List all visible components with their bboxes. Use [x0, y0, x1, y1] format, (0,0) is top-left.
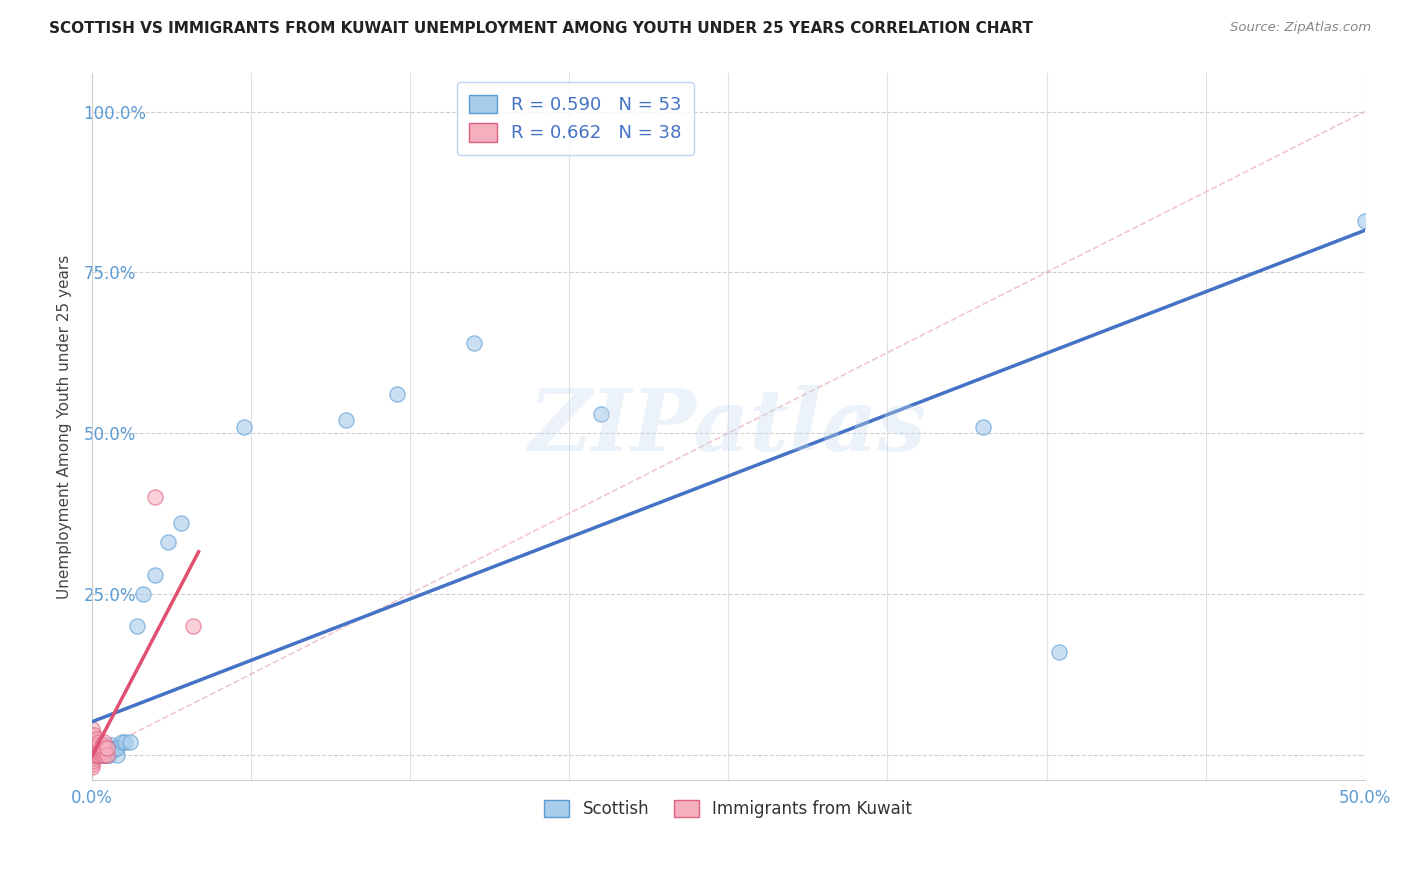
Point — [86, 741, 108, 756]
Point — [86, 747, 108, 762]
Legend: Scottish, Immigrants from Kuwait: Scottish, Immigrants from Kuwait — [537, 794, 920, 825]
Point — [83, 735, 105, 749]
Point — [101, 744, 124, 758]
Point — [103, 741, 125, 756]
Point — [90, 738, 112, 752]
Point — [80, 747, 103, 762]
Point — [83, 738, 105, 752]
Point — [127, 619, 149, 633]
Text: SCOTTISH VS IMMIGRANTS FROM KUWAIT UNEMPLOYMENT AMONG YOUTH UNDER 25 YEARS CORRE: SCOTTISH VS IMMIGRANTS FROM KUWAIT UNEMP… — [49, 21, 1033, 36]
Point — [89, 744, 111, 758]
Point — [589, 407, 612, 421]
Point — [1354, 214, 1376, 228]
Point — [93, 741, 115, 756]
Point — [105, 741, 128, 756]
Point — [80, 728, 103, 742]
Point — [80, 741, 103, 756]
Point — [93, 741, 115, 756]
Point — [83, 738, 105, 752]
Point — [93, 747, 115, 762]
Point — [86, 747, 108, 762]
Point — [335, 413, 357, 427]
Point — [80, 735, 103, 749]
Point — [114, 735, 136, 749]
Point — [96, 741, 118, 756]
Point — [86, 744, 108, 758]
Point — [96, 747, 118, 762]
Y-axis label: Unemployment Among Youth under 25 years: Unemployment Among Youth under 25 years — [58, 254, 72, 599]
Point — [80, 747, 103, 762]
Point — [80, 760, 103, 774]
Point — [131, 587, 153, 601]
Point — [80, 741, 103, 756]
Point — [80, 754, 103, 768]
Point — [233, 419, 256, 434]
Point — [98, 741, 121, 756]
Point — [86, 747, 108, 762]
Point — [86, 738, 108, 752]
Point — [96, 741, 118, 756]
Point — [89, 738, 111, 752]
Point — [90, 738, 112, 752]
Point — [111, 735, 134, 749]
Point — [143, 491, 166, 505]
Point — [80, 747, 103, 762]
Point — [156, 535, 179, 549]
Point — [83, 747, 105, 762]
Point — [463, 336, 485, 351]
Point — [93, 747, 115, 762]
Text: Source: ZipAtlas.com: Source: ZipAtlas.com — [1230, 21, 1371, 34]
Point — [90, 747, 112, 762]
Point — [86, 731, 108, 746]
Point — [89, 735, 111, 749]
Point — [93, 738, 115, 752]
Point — [86, 738, 108, 752]
Point — [80, 735, 103, 749]
Point — [80, 751, 103, 765]
Point — [83, 735, 105, 749]
Point — [89, 738, 111, 752]
Point — [93, 747, 115, 762]
Point — [170, 516, 193, 530]
Point — [80, 738, 103, 752]
Point — [80, 722, 103, 736]
Point — [143, 567, 166, 582]
Point — [89, 747, 111, 762]
Point — [83, 747, 105, 762]
Point — [89, 741, 111, 756]
Point — [972, 419, 994, 434]
Text: ZIPatlas: ZIPatlas — [529, 384, 928, 468]
Point — [80, 744, 103, 758]
Point — [90, 747, 112, 762]
Point — [83, 744, 105, 758]
Point — [93, 744, 115, 758]
Point — [80, 757, 103, 772]
Point — [83, 728, 105, 742]
Point — [80, 731, 103, 746]
Point — [96, 747, 118, 762]
Point — [89, 747, 111, 762]
Point — [80, 738, 103, 752]
Point — [93, 735, 115, 749]
Point — [80, 747, 103, 762]
Point — [83, 744, 105, 758]
Point — [89, 744, 111, 758]
Point — [93, 744, 115, 758]
Point — [118, 735, 141, 749]
Point — [83, 747, 105, 762]
Point — [98, 747, 121, 762]
Point — [90, 744, 112, 758]
Point — [183, 619, 205, 633]
Point — [89, 741, 111, 756]
Point — [83, 741, 105, 756]
Point — [385, 387, 408, 401]
Point — [83, 741, 105, 756]
Point — [105, 747, 128, 762]
Point — [1047, 645, 1070, 659]
Point — [90, 744, 112, 758]
Point — [101, 738, 124, 752]
